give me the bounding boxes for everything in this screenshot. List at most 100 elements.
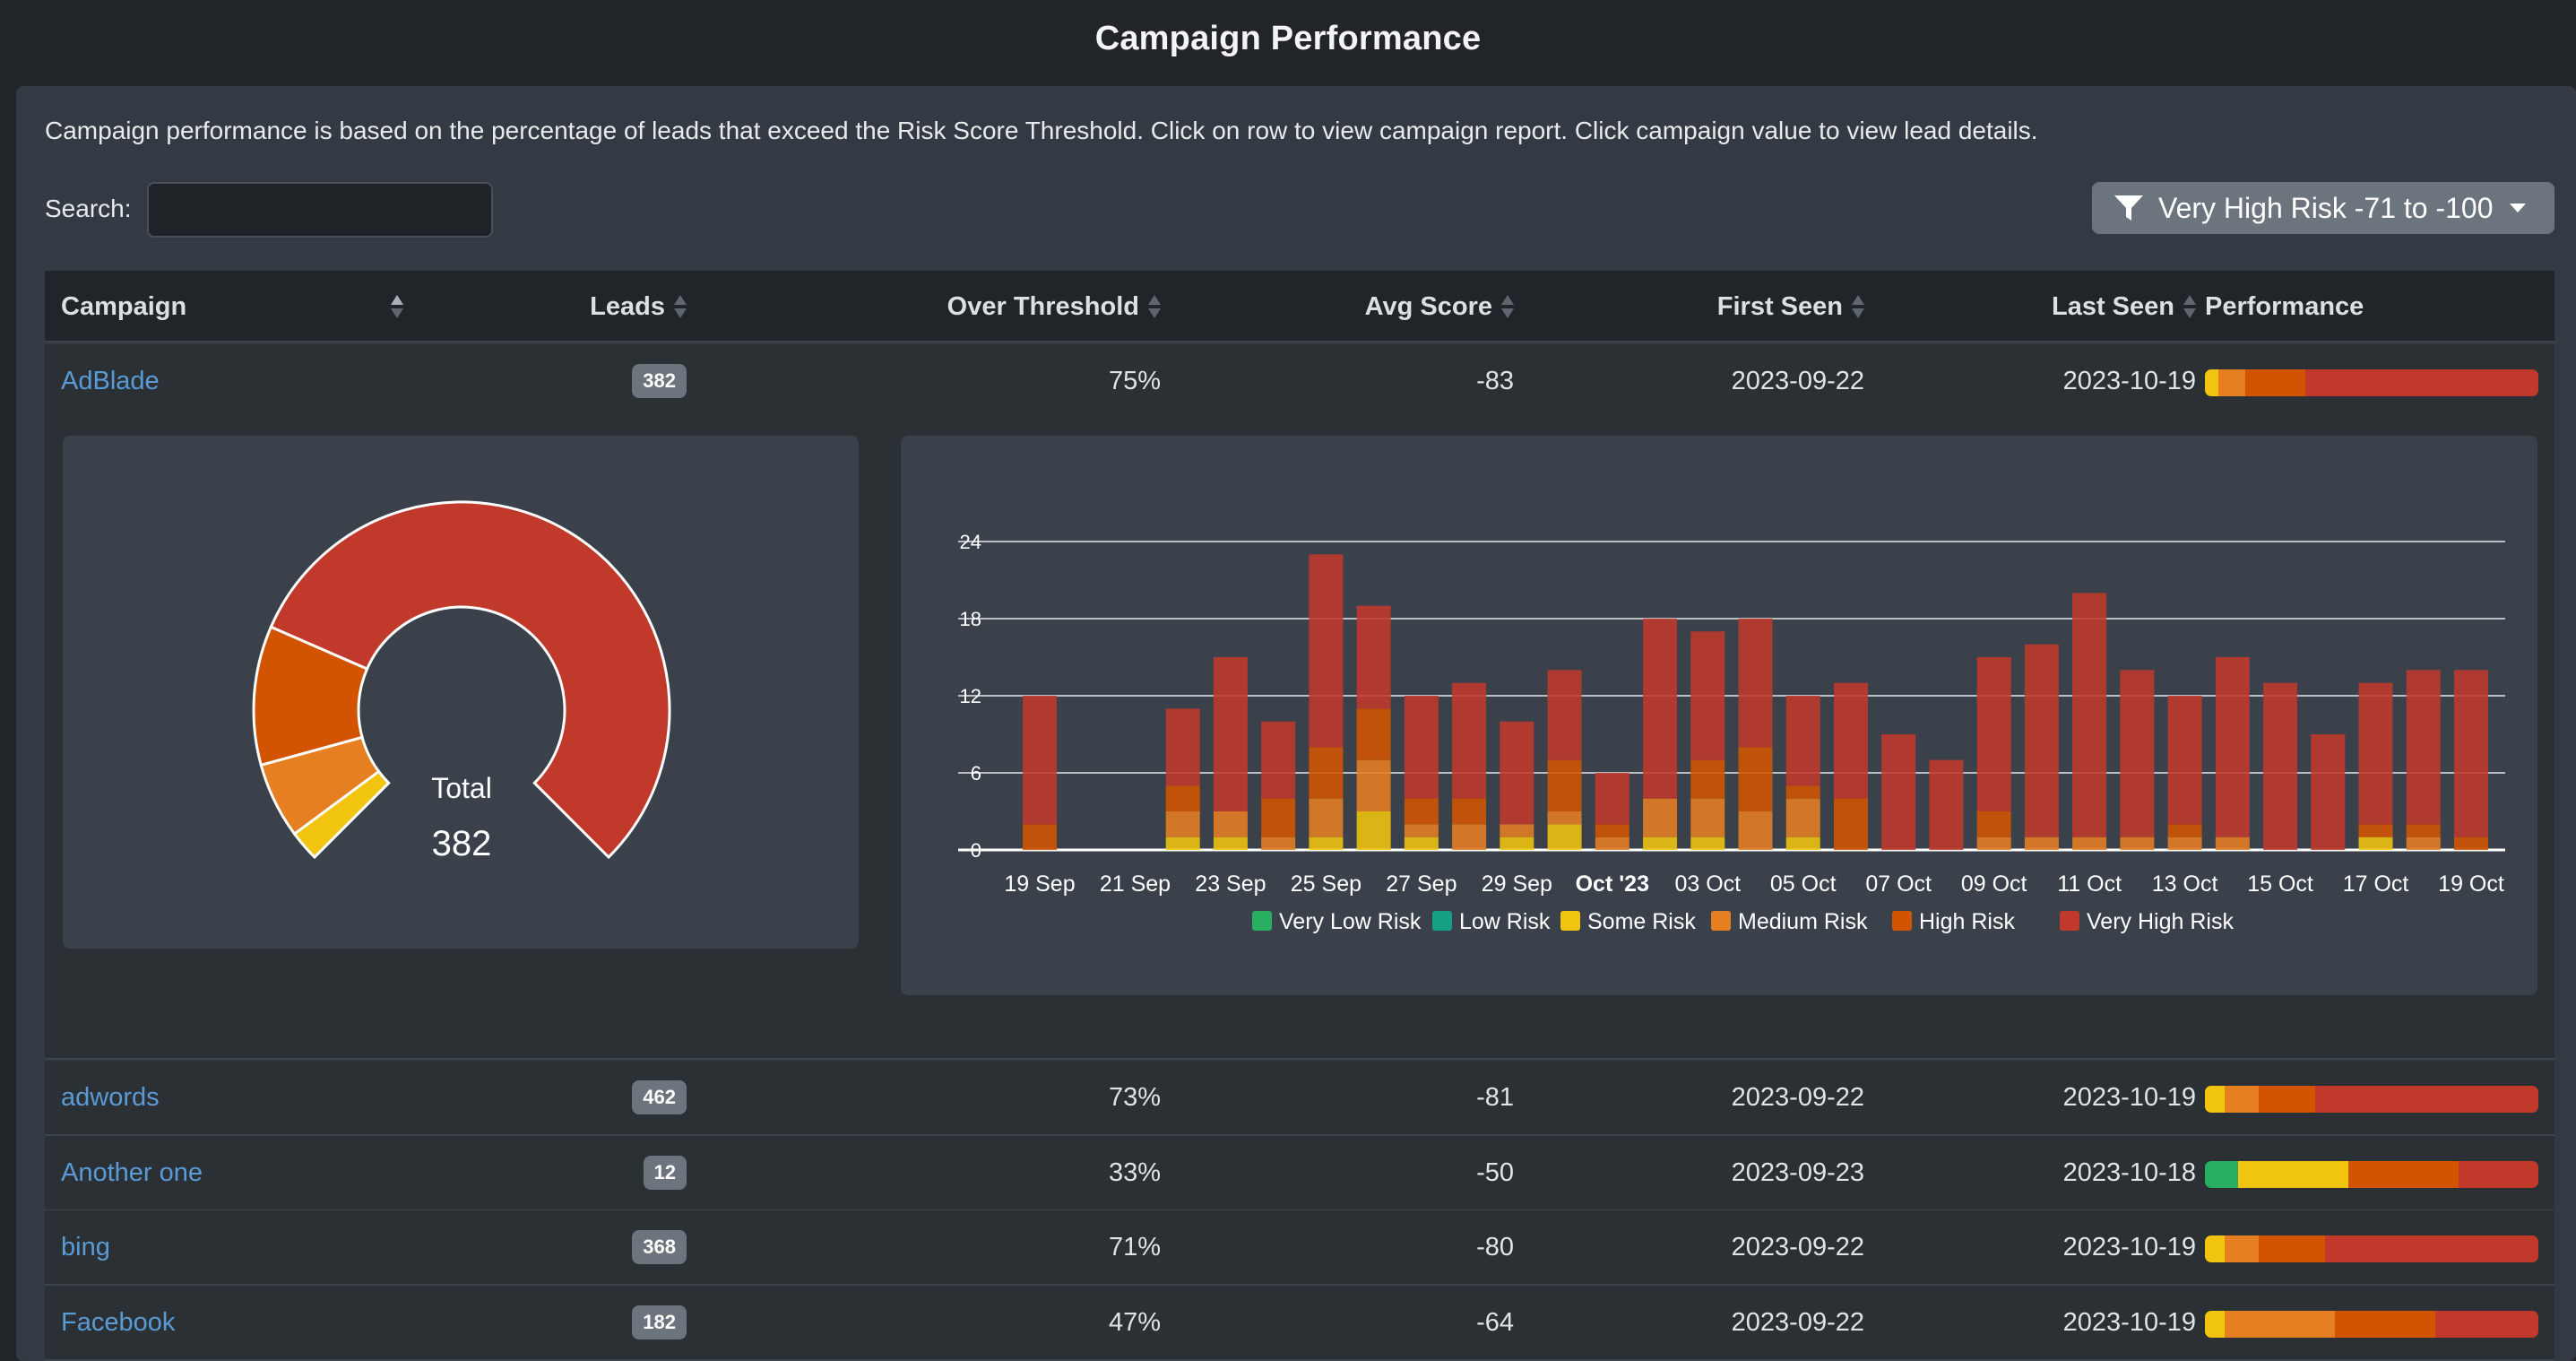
campaign-link[interactable]: adwords [61, 1082, 160, 1112]
header-campaign[interactable]: Campaign [61, 271, 419, 342]
bar-segment[interactable] [1309, 747, 1344, 799]
bar-segment[interactable] [1785, 837, 1820, 850]
bar-segment[interactable] [1452, 682, 1487, 799]
bar-segment[interactable] [2311, 734, 2346, 850]
search-input[interactable] [147, 182, 493, 238]
bar-segment[interactable] [1976, 811, 2011, 837]
bar-segment[interactable] [1309, 837, 1344, 850]
campaign-link[interactable]: bing [61, 1232, 110, 1261]
bar-segment[interactable] [1690, 759, 1725, 799]
bar-segment[interactable] [1023, 824, 1057, 850]
campaign-link[interactable]: AdBlade [61, 366, 160, 395]
bar-segment[interactable] [2454, 837, 2488, 850]
bar-segment[interactable] [1643, 798, 1678, 837]
bar-segment[interactable] [1023, 696, 1057, 825]
bar-segment[interactable] [1309, 798, 1344, 837]
legend-item[interactable]: High Risk [1892, 909, 2015, 934]
bar-segment[interactable] [1976, 657, 2011, 811]
bar-segment[interactable] [1500, 837, 1534, 850]
bar-segment[interactable] [1165, 811, 1200, 837]
bar-segment[interactable] [2406, 824, 2441, 837]
bar-segment[interactable] [1452, 824, 1487, 850]
bar-segment[interactable] [2120, 670, 2155, 837]
bar-segment[interactable] [2167, 696, 2202, 825]
bar-segment[interactable] [1404, 824, 1439, 837]
bar-segment[interactable] [2120, 837, 2155, 850]
bar-segment[interactable] [2406, 837, 2441, 850]
bar-segment[interactable] [1547, 670, 1582, 760]
bar-segment[interactable] [1643, 619, 1678, 799]
bar-segment[interactable] [1356, 708, 1391, 760]
bar-segment[interactable] [1881, 734, 1916, 850]
bar-segment[interactable] [1738, 747, 1773, 811]
bar-segment[interactable] [2406, 670, 2441, 825]
legend-item[interactable]: Very High Risk [2060, 909, 2234, 934]
bar-segment[interactable] [1356, 811, 1391, 850]
bar-segment[interactable] [1547, 759, 1582, 811]
bar-segment[interactable] [1261, 798, 1296, 837]
bar-segment[interactable] [2358, 837, 2393, 850]
legend-item[interactable]: Medium Risk [1711, 909, 1868, 934]
bar-segment[interactable] [1309, 554, 1344, 748]
table-row[interactable]: Another one 12 33% -50 2023-09-23 2023-10-18 [45, 1136, 2554, 1211]
bar-segment[interactable] [1738, 811, 1773, 850]
bar-segment[interactable] [2024, 837, 2059, 850]
bar-segment[interactable] [1547, 824, 1582, 850]
bar-segment[interactable] [2072, 593, 2107, 837]
bar-segment[interactable] [1643, 837, 1678, 850]
bar-segment[interactable] [1356, 605, 1391, 709]
bar-segment[interactable] [2358, 824, 2393, 837]
bar-segment[interactable] [1261, 837, 1296, 850]
table-row[interactable]: Facebook 182 47% -64 2023-09-22 2023-10-19 [45, 1286, 2554, 1361]
header-leads[interactable]: Leads [421, 271, 687, 342]
bar-segment[interactable] [2167, 824, 2202, 837]
donut-slice[interactable] [269, 500, 671, 860]
table-row[interactable]: adwords 462 73% -81 2023-09-22 2023-10-19 [45, 1061, 2554, 1136]
header-avg-score[interactable]: Avg Score [1165, 271, 1514, 342]
campaign-link[interactable]: Another one [61, 1157, 203, 1187]
bar-segment[interactable] [1833, 682, 1868, 799]
bar-segment[interactable] [1213, 657, 1248, 811]
bar-segment[interactable] [1785, 696, 1820, 786]
legend-item[interactable]: Very Low Risk [1252, 909, 1422, 934]
header-over-threshold[interactable]: Over Threshold [690, 271, 1161, 342]
bar-segment[interactable] [1929, 759, 1964, 850]
bar-segment[interactable] [2358, 682, 2393, 825]
bar-segment[interactable] [1356, 759, 1391, 811]
bar-segment[interactable] [2072, 837, 2107, 850]
bar-segment[interactable] [1404, 837, 1439, 850]
bar-segment[interactable] [2167, 837, 2202, 850]
bar-segment[interactable] [1213, 837, 1248, 850]
header-last-seen[interactable]: Last Seen [1864, 271, 2196, 342]
bar-segment[interactable] [1833, 798, 1868, 850]
bar-segment[interactable] [1595, 824, 1629, 837]
bar-segment[interactable] [2215, 837, 2250, 850]
bar-segment[interactable] [1165, 785, 1200, 811]
bar-segment[interactable] [1690, 837, 1725, 850]
bar-segment[interactable] [1261, 721, 1296, 799]
legend-item[interactable]: Low Risk [1432, 909, 1551, 934]
bar-segment[interactable] [1500, 824, 1534, 837]
bar-segment[interactable] [1595, 773, 1629, 825]
header-first-seen[interactable]: First Seen [1515, 271, 1864, 342]
bar-segment[interactable] [1213, 811, 1248, 837]
bar-segment[interactable] [1595, 837, 1629, 850]
bar-segment[interactable] [1785, 785, 1820, 799]
bar-segment[interactable] [1547, 811, 1582, 825]
bar-segment[interactable] [2024, 644, 2059, 837]
risk-filter-button[interactable]: Very High Risk -71 to -100 [2092, 182, 2554, 234]
bar-segment[interactable] [1976, 837, 2011, 850]
bar-segment[interactable] [1165, 837, 1200, 850]
legend-item[interactable]: Some Risk [1560, 909, 1696, 934]
bar-segment[interactable] [1690, 798, 1725, 837]
bar-segment[interactable] [1404, 798, 1439, 825]
bar-segment[interactable] [1404, 696, 1439, 799]
bar-segment[interactable] [2215, 657, 2250, 837]
bar-segment[interactable] [2454, 670, 2488, 837]
bar-segment[interactable] [1738, 619, 1773, 748]
bar-segment[interactable] [1785, 798, 1820, 837]
table-row[interactable]: bing 368 71% -80 2023-09-22 2023-10-19 [45, 1210, 2554, 1286]
table-row[interactable]: AdBlade 382 75% -83 2023-09-22 2023-10-19 [45, 344, 2554, 420]
bar-segment[interactable] [2263, 682, 2298, 850]
campaign-link[interactable]: Facebook [61, 1307, 176, 1337]
